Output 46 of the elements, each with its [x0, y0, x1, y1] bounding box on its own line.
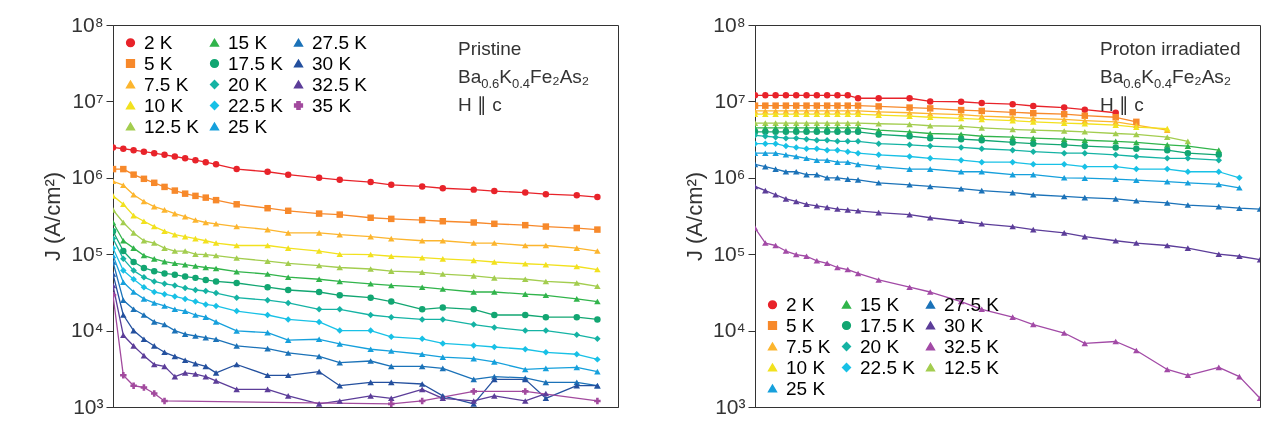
legend-label: 27.5 K [312, 31, 368, 53]
legend-label: 25 K [228, 115, 268, 137]
legend-label: 30 K [312, 52, 352, 74]
annotation: Proton irradiated [1100, 38, 1241, 59]
annotation: Ba$_{0.6}$K$_{0.4}$Fe₂As₂ [458, 66, 590, 91]
legend-label: 2 K [144, 31, 173, 53]
legend-label: 20 K [228, 73, 268, 95]
legend-label: 2 K [786, 293, 815, 315]
y-tick-label: 10³ [73, 394, 104, 418]
legend-label: 7.5 K [144, 73, 189, 95]
legend-label: 12.5 K [144, 115, 200, 137]
legend-label: 32.5 K [312, 73, 368, 95]
legend-label: 32.5 K [944, 335, 1000, 357]
legend-label: 15 K [860, 293, 900, 315]
y-tick-label: 10³ [715, 394, 746, 418]
legend-label: 22.5 K [860, 356, 916, 378]
annotation: H ∥ c [1100, 94, 1144, 116]
legend-label: 5 K [786, 314, 815, 336]
y-tick-label: 10⁴ [71, 318, 104, 342]
annotation: H ∥ c [458, 94, 502, 116]
legend-label: 12.5 K [944, 356, 1000, 378]
y-tick-label: 10⁶ [71, 165, 104, 189]
legend-label: 22.5 K [228, 94, 284, 116]
y-axis-title: J (A/cm²) [682, 171, 708, 262]
annotation: Ba$_{0.6}$K$_{0.4}$Fe₂As₂ [1100, 66, 1232, 91]
y-tick-label: 10⁷ [714, 88, 746, 112]
y-tick-label: 10⁸ [71, 12, 104, 36]
legend-label: 15 K [228, 31, 268, 53]
legend-label: 20 K [860, 335, 900, 357]
legend-label: 17.5 K [228, 52, 284, 74]
legend-label: 10 K [786, 356, 826, 378]
legend-label: 30 K [944, 314, 984, 336]
y-tick-label: 10⁵ [713, 241, 746, 265]
y-tick-label: 10⁶ [713, 165, 746, 189]
legend-label: 17.5 K [860, 314, 916, 336]
y-tick-label: 10⁸ [713, 12, 746, 36]
legend-label: 10 K [144, 94, 184, 116]
y-axis-title: J (A/cm²) [40, 171, 66, 262]
y-tick-label: 10⁷ [72, 88, 104, 112]
legend-label: 5 K [144, 52, 173, 74]
y-tick-label: 10⁴ [713, 318, 746, 342]
y-tick-label: 10⁵ [71, 241, 104, 265]
legend-label: 7.5 K [786, 335, 831, 357]
legend-label: 25 K [786, 377, 826, 399]
legend-label: 35 K [312, 94, 352, 116]
annotation: Pristine [458, 38, 522, 59]
